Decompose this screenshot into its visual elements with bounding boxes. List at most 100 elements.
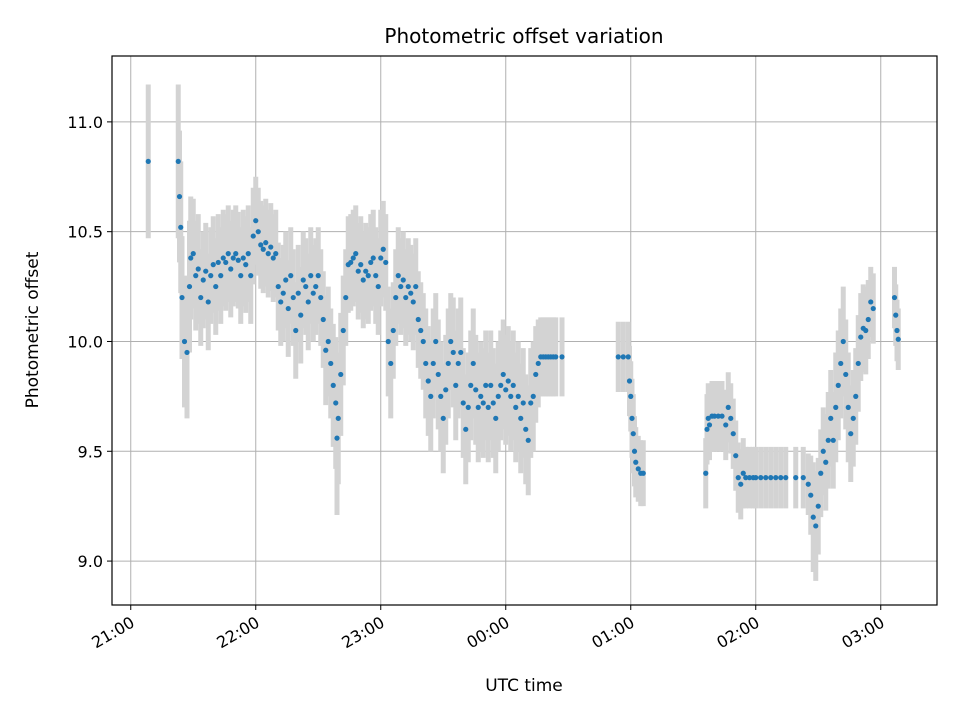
data-point: [615, 354, 621, 360]
data-point: [260, 246, 266, 252]
data-point: [850, 415, 856, 421]
data-point: [184, 349, 190, 356]
y-tick-label: 11.0: [67, 113, 103, 132]
data-point: [370, 255, 376, 261]
data-point: [725, 404, 731, 410]
data-point: [375, 283, 381, 290]
data-point: [388, 360, 394, 367]
data-point: [768, 475, 774, 481]
data-point: [865, 316, 871, 323]
data-point: [730, 431, 736, 437]
data-point: [828, 415, 834, 421]
data-point: [238, 273, 244, 279]
data-point: [363, 268, 369, 274]
data-point: [706, 422, 713, 428]
data-point: [225, 251, 231, 257]
data-point: [445, 360, 451, 367]
data-point: [288, 273, 294, 279]
data-point: [330, 382, 336, 388]
data-point: [218, 273, 224, 279]
data-point: [823, 459, 829, 465]
data-point: [348, 259, 354, 266]
data-point: [738, 481, 744, 487]
data-point: [213, 283, 219, 290]
x-tick-label: 01:00: [588, 613, 637, 653]
data-point: [435, 371, 441, 378]
data-point: [315, 273, 321, 279]
data-point: [430, 360, 436, 367]
y-tick-label: 10.5: [67, 223, 103, 242]
data-point: [305, 299, 311, 305]
data-point: [553, 354, 559, 360]
data-point: [378, 255, 384, 261]
data-point: [255, 229, 261, 235]
data-point: [179, 294, 185, 301]
data-point: [334, 435, 340, 441]
data-point: [870, 305, 876, 312]
data-point: [495, 393, 501, 399]
data-point: [323, 347, 329, 353]
data-point: [728, 415, 734, 421]
data-point: [280, 290, 286, 296]
data-point: [440, 415, 446, 421]
data-point: [420, 338, 426, 345]
data-point: [535, 360, 541, 367]
data-point: [263, 240, 269, 246]
data-point: [176, 193, 183, 200]
data-point: [325, 338, 331, 345]
data-point: [418, 327, 424, 334]
data-point: [190, 251, 196, 257]
data-point: [313, 283, 319, 290]
data-point: [853, 393, 859, 399]
data-point: [629, 415, 635, 421]
data-point: [368, 259, 374, 266]
data-point: [465, 404, 471, 410]
data-point: [303, 283, 309, 290]
data-point: [483, 382, 489, 388]
error-bars: [145, 84, 901, 581]
data-point: [626, 378, 633, 384]
data-points: [145, 158, 901, 529]
data-point: [463, 426, 469, 432]
data-point: [559, 354, 565, 360]
data-point: [490, 400, 496, 406]
data-point: [843, 371, 849, 378]
data-point: [415, 316, 421, 323]
data-point: [433, 338, 439, 345]
data-point: [275, 283, 281, 290]
data-point: [318, 294, 324, 301]
data-point: [380, 246, 386, 252]
data-point: [525, 437, 531, 443]
data-point: [620, 354, 626, 360]
data-point: [703, 470, 709, 476]
data-point: [500, 371, 506, 378]
data-point: [488, 382, 494, 388]
data-point: [390, 327, 396, 334]
data-point: [333, 400, 339, 406]
data-point: [395, 273, 401, 279]
data-point: [398, 283, 404, 290]
data-point: [365, 273, 371, 279]
data-point: [758, 475, 764, 481]
data-point: [400, 277, 406, 283]
data-point: [515, 393, 521, 399]
data-point: [820, 448, 826, 454]
data-point: [320, 316, 326, 323]
data-point: [338, 371, 344, 378]
y-tick-label: 9.0: [78, 552, 103, 571]
data-point: [493, 415, 499, 421]
data-point: [428, 393, 434, 399]
x-tick-label: 00:00: [463, 613, 512, 653]
y-axis-label: Photometric offset: [23, 251, 43, 408]
data-point: [385, 338, 391, 345]
data-point: [295, 290, 301, 296]
data-point: [753, 475, 759, 481]
data-point: [808, 492, 814, 498]
data-point: [475, 404, 481, 410]
data-point: [210, 262, 216, 268]
data-point: [285, 305, 291, 312]
data-point: [228, 266, 234, 272]
x-tick-label: 02:00: [713, 613, 762, 653]
data-point: [715, 413, 721, 419]
